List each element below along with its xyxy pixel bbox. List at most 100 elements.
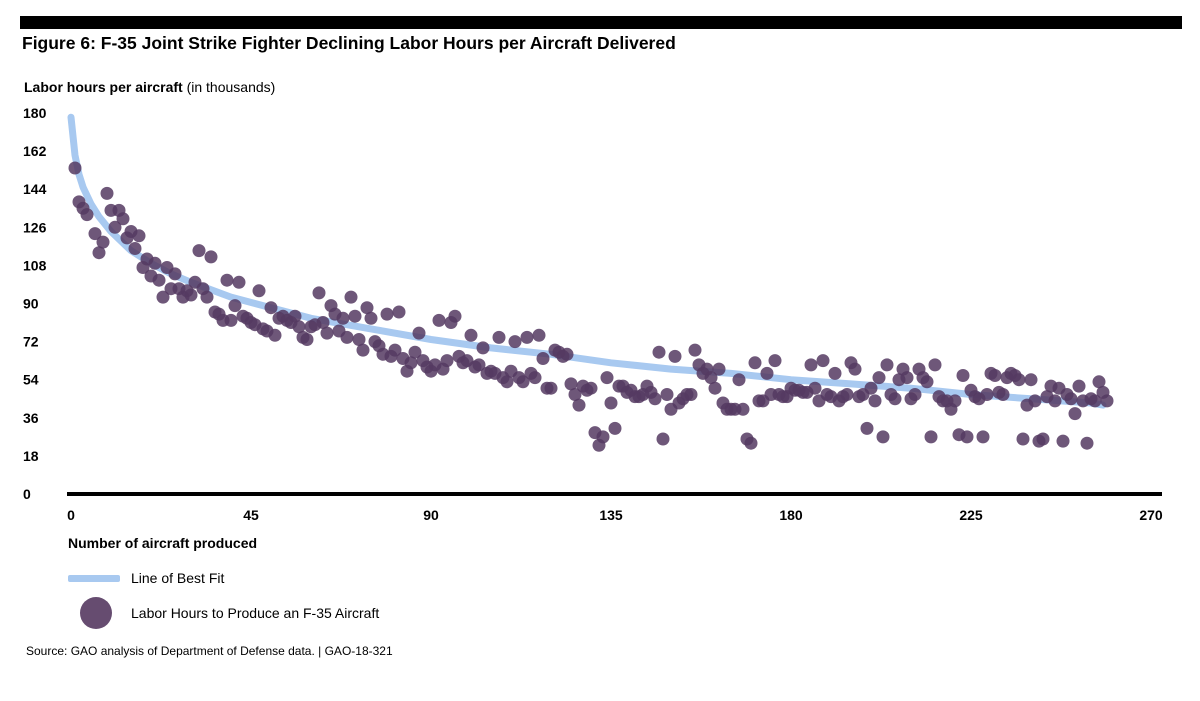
data-point [648, 392, 662, 406]
data-point [288, 309, 302, 323]
data-point [464, 328, 478, 342]
data-point [1056, 434, 1070, 448]
data-point [1100, 394, 1114, 408]
data-point [108, 220, 122, 234]
data-point [1012, 373, 1026, 387]
y-axis-title-units: (in thousands) [182, 79, 276, 95]
legend-fit-swatch [68, 575, 120, 582]
data-point [656, 432, 670, 446]
data-point [572, 398, 586, 412]
data-point [472, 358, 486, 372]
y-tick-label: 144 [23, 181, 47, 197]
data-point [928, 358, 942, 372]
data-point [996, 388, 1010, 401]
data-point [584, 381, 598, 395]
data-point [708, 381, 722, 395]
data-point [1064, 392, 1078, 406]
data-point [880, 358, 894, 372]
data-point [860, 421, 874, 435]
best-fit-line-group [67, 113, 1107, 409]
data-point [668, 349, 682, 363]
source-note: Source: GAO analysis of Department of De… [26, 644, 393, 658]
data-point [652, 345, 666, 359]
y-tick-label: 90 [23, 296, 39, 312]
x-tick-label: 180 [779, 507, 803, 523]
data-point [560, 347, 574, 361]
data-point [192, 244, 206, 258]
data-point [604, 396, 618, 410]
data-point [80, 208, 94, 222]
data-point [732, 373, 746, 387]
data-point [412, 326, 426, 340]
data-point [876, 430, 890, 444]
data-point [228, 299, 242, 313]
data-point [1028, 394, 1042, 408]
data-point [976, 430, 990, 444]
data-point [920, 375, 934, 389]
data-point [684, 388, 698, 401]
data-point [316, 316, 330, 329]
data-point [292, 320, 306, 334]
data-point [364, 311, 378, 325]
data-point [320, 326, 334, 340]
data-point [596, 430, 610, 444]
data-point [568, 388, 582, 401]
data-point [840, 388, 854, 401]
data-point [356, 343, 370, 357]
y-tick-label: 162 [23, 143, 47, 159]
data-point [380, 307, 394, 321]
data-point [736, 402, 750, 416]
y-tick-label: 18 [23, 448, 39, 464]
data-point [476, 341, 490, 355]
data-point [948, 394, 962, 408]
data-point [1024, 373, 1038, 387]
data-point [564, 377, 578, 391]
data-point [744, 436, 758, 450]
data-point [1080, 436, 1094, 450]
data-point [816, 354, 830, 368]
y-tick-label: 72 [23, 334, 39, 350]
x-tick-label: 90 [423, 507, 439, 523]
data-point [988, 369, 1002, 382]
x-tick-label: 270 [1139, 507, 1163, 523]
data-point [760, 366, 774, 380]
data-point [1048, 394, 1062, 408]
data-point [508, 335, 522, 349]
data-point [960, 430, 974, 444]
data-point [804, 358, 818, 372]
data-point [148, 256, 162, 270]
data-point [1016, 432, 1030, 446]
data-point [344, 290, 358, 304]
data-point [532, 328, 546, 342]
data-point [360, 301, 374, 315]
data-point [908, 388, 922, 401]
data-point [1068, 407, 1082, 421]
data-point [132, 229, 146, 243]
data-point [536, 352, 550, 365]
data-point [1088, 394, 1102, 408]
data-point [1036, 432, 1050, 446]
data-point [688, 343, 702, 357]
data-point [152, 273, 166, 287]
data-point [516, 375, 530, 389]
data-point [312, 286, 326, 300]
data-point [1092, 375, 1106, 389]
data-point [712, 362, 726, 376]
data-point [340, 330, 354, 344]
data-point [544, 381, 558, 395]
data-point [224, 313, 238, 327]
data-point [268, 328, 282, 342]
data-point [808, 381, 822, 395]
data-point [220, 273, 234, 287]
data-point [448, 309, 462, 323]
data-point [88, 227, 102, 241]
y-tick-label: 54 [23, 372, 39, 388]
y-tick-label: 180 [23, 105, 47, 121]
data-point [68, 161, 82, 175]
data-point [200, 290, 214, 304]
data-point [404, 356, 418, 370]
data-point [848, 362, 862, 376]
x-tick-label: 0 [67, 507, 75, 523]
data-point [348, 309, 362, 323]
